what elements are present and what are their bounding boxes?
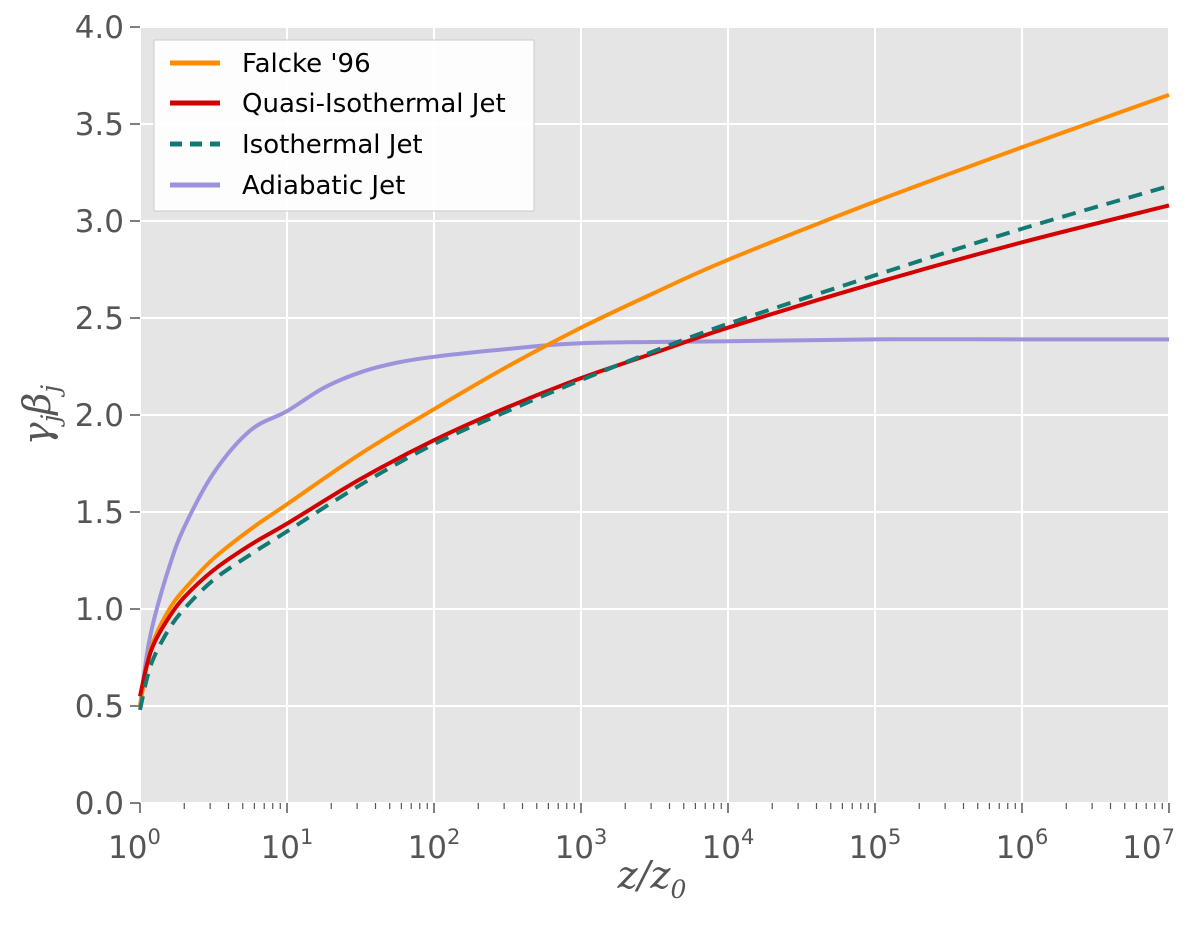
series-line-adiabatic-jet [138,337,1169,707]
y-tick-label: 4.0 [75,10,124,46]
series-layer [138,93,1170,711]
y-axis-label: γjβj [15,385,65,445]
series-line-quasi-isothermal-jet [138,203,1170,697]
x-tick-base: 10 [996,830,1035,866]
x-tick-label: 107 [1122,825,1175,866]
x-tick-exponent: 7 [1162,825,1175,849]
x-tick-base: 10 [849,830,888,866]
y-tick-label: 2.0 [75,398,124,434]
y-tick-label: 3.5 [75,107,124,143]
x-axis-label: z/z0 [617,853,687,904]
legend-label-adiabatic: Adiabatic Jet [242,171,405,201]
x-tick-base: 10 [108,830,147,866]
x-tick-label: 105 [849,825,902,866]
x-tick-label: 102 [408,825,461,866]
x-tick-exponent: 4 [741,825,754,849]
series-line-isothermal-jet [138,184,1170,711]
y-axis-label-gamma: γ [15,422,59,445]
x-tick-label: 103 [555,825,608,866]
x-tick-exponent: 1 [300,825,313,849]
y-tick-label: 3.0 [75,204,124,240]
x-tick-exponent: 2 [447,825,460,849]
x-tick-exponent: 0 [147,825,160,849]
legend-box [153,39,535,212]
y-tick-label: 1.0 [75,592,124,628]
y-tick-label: 1.5 [75,495,124,531]
x-tick-base: 10 [555,830,594,866]
x-tick-label: 101 [261,825,314,866]
x-tick-labels: 100 101 102 103 104 105 106 107 [108,825,1175,866]
x-tick-label: 100 [108,825,161,866]
y-tick-label: 0.0 [75,786,124,822]
x-tick-exponent: 6 [1035,825,1048,849]
x-tick-base: 10 [261,830,300,866]
legend: Falcke '96 Quasi-Isothermal Jet Isotherm… [153,39,535,212]
y-tick-label: 2.5 [75,301,124,337]
x-axis-label-base: z/z [617,853,672,897]
x-tick-base: 10 [1122,830,1161,866]
x-tick-base: 10 [408,830,447,866]
x-tick-exponent: 5 [888,825,901,849]
y-tick-label: 0.5 [75,689,124,725]
minor-ticks [130,26,1170,813]
x-tick-exponent: 3 [594,825,607,849]
legend-label-quasi-isothermal: Quasi-Isothermal Jet [242,89,506,119]
x-tick-label: 106 [996,825,1049,866]
y-tick-labels: 0.0 0.5 1.0 1.5 2.0 2.5 3.0 3.5 4.0 [75,10,124,822]
x-tick-base: 10 [702,830,741,866]
x-axis-label-sub: 0 [670,875,686,904]
x-tick-label: 104 [702,825,755,866]
legend-label-falcke: Falcke '96 [242,49,371,79]
series-line-falcke-96 [138,93,1170,707]
legend-label-isothermal: Isothermal Jet [242,130,423,160]
y-axis-label-beta: β [15,393,59,417]
